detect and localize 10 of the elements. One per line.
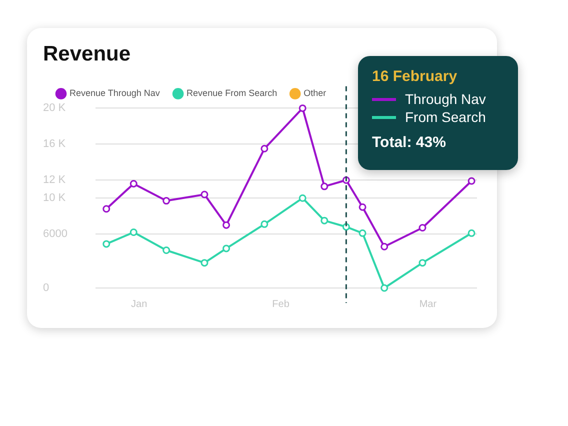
x-tick-label: Mar — [419, 298, 438, 310]
x-tick-label: Feb — [272, 298, 290, 310]
x-tick-label: Jan — [131, 298, 148, 310]
legend-label: Other — [304, 88, 326, 98]
legend-label: Revenue Through Nav — [70, 88, 160, 98]
annotation: From Search — [405, 109, 486, 125]
legend-label: Revenue From Search — [186, 88, 278, 98]
tooltip-card: 16 February Through Nav From Search Total: 43% — [358, 56, 518, 170]
annotation: Total: 43% — [372, 134, 447, 151]
chart-title: Revenue — [43, 42, 131, 66]
